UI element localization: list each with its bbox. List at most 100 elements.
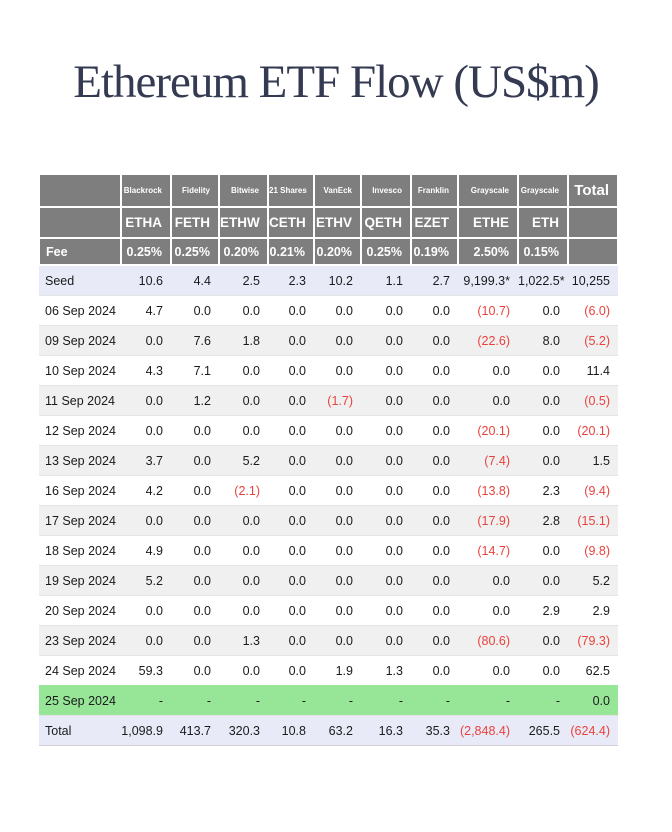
value-cell: 0.0	[314, 625, 361, 656]
ticker-header-cell: ETHE	[457, 206, 519, 239]
value-cell: (9.8)	[568, 535, 618, 566]
value-cell: 0.0	[518, 655, 568, 686]
value-cell: 8.0	[518, 325, 568, 356]
fee-header-cell: 0.20%	[313, 237, 362, 266]
value-cell: -	[518, 685, 568, 716]
provider-header-cell: VanEck	[313, 173, 362, 208]
value-cell: 0.0	[219, 415, 268, 446]
value-cell: 11.4	[568, 355, 618, 386]
value-cell: 413.7	[171, 715, 219, 746]
ticker-header-cell: EZET	[410, 206, 459, 239]
value-cell: 1.9	[314, 655, 361, 686]
value-cell: 0.0	[219, 535, 268, 566]
row-label-cell: 13 Sep 2024	[39, 445, 121, 476]
value-cell: 0.0	[568, 685, 618, 716]
value-cell: 0.0	[268, 295, 314, 326]
value-cell: 0.0	[458, 355, 518, 386]
provider-header-cell: Blackrock	[120, 173, 172, 208]
value-cell: -	[171, 685, 219, 716]
value-cell: (10.7)	[458, 295, 518, 326]
value-cell: 10.8	[268, 715, 314, 746]
value-cell: 0.0	[219, 505, 268, 536]
value-cell: 0.0	[361, 565, 411, 596]
value-cell: 0.0	[518, 445, 568, 476]
value-cell: (2.1)	[219, 475, 268, 506]
value-cell: 0.0	[314, 565, 361, 596]
value-cell: 0.0	[518, 415, 568, 446]
value-cell: 5.2	[568, 565, 618, 596]
value-cell: 320.3	[219, 715, 268, 746]
table-row: 06 Sep 2024 4.7 0.0 0.0 0.0 0.0 0.0 0.0 (10.7) 0.…	[39, 295, 618, 326]
table-row: Seed 10.6 4.4 2.5 2.3 10.2 1.1 2.7 9,199.3* 1,022…	[39, 264, 618, 296]
value-cell: 0.0	[361, 535, 411, 566]
value-cell: (80.6)	[458, 625, 518, 656]
value-cell: 0.0	[314, 535, 361, 566]
value-cell: 2.7	[411, 264, 458, 296]
row-label-cell: 18 Sep 2024	[39, 535, 121, 566]
ticker-header-row: ETHA FETH ETHW CETH ETHV QETH EZET ETHE ETH	[38, 206, 619, 239]
value-cell: 2.3	[268, 264, 314, 296]
value-cell: 1.2	[171, 385, 219, 416]
value-cell: 0.0	[219, 655, 268, 686]
value-cell: 0.0	[518, 295, 568, 326]
provider-header-cell: Fidelity	[170, 173, 220, 208]
value-cell: 0.0	[268, 595, 314, 626]
value-cell: 0.0	[361, 385, 411, 416]
value-cell: 10,255	[568, 264, 618, 296]
value-cell: 35.3	[411, 715, 458, 746]
value-cell: 0.0	[411, 475, 458, 506]
value-cell: 0.0	[411, 655, 458, 686]
value-cell: 0.0	[458, 595, 518, 626]
value-cell: 63.2	[314, 715, 361, 746]
value-cell: 0.0	[268, 385, 314, 416]
ticker-header-cell: ETH	[517, 206, 569, 239]
value-cell: 10.6	[121, 264, 171, 296]
value-cell: 0.0	[518, 385, 568, 416]
value-cell: 0.0	[314, 475, 361, 506]
provider-header-cell: Grayscale	[457, 173, 519, 208]
value-cell: (17.9)	[458, 505, 518, 536]
value-cell: 1,022.5*	[518, 264, 568, 296]
value-cell: (2,848.4)	[458, 715, 518, 746]
value-cell: 1.3	[219, 625, 268, 656]
value-cell: -	[361, 685, 411, 716]
table-row: 23 Sep 2024 0.0 0.0 1.3 0.0 0.0 0.0 0.0 (80.6) 0.…	[39, 625, 618, 656]
row-label-cell: 20 Sep 2024	[39, 595, 121, 626]
value-cell: 0.0	[518, 355, 568, 386]
value-cell: 0.0	[268, 325, 314, 356]
ticker-header-cell: FETH	[170, 206, 220, 239]
value-cell: -	[219, 685, 268, 716]
row-label-cell: 10 Sep 2024	[39, 355, 121, 386]
value-cell: 0.0	[268, 505, 314, 536]
etf-flow-table: Blackrock Fidelity Bitwise 21 Shares VanEck I…	[38, 173, 619, 746]
value-cell: 7.1	[171, 355, 219, 386]
value-cell: 0.0	[458, 655, 518, 686]
value-cell: 0.0	[171, 565, 219, 596]
value-cell: 0.0	[411, 385, 458, 416]
value-cell: (624.4)	[568, 715, 618, 746]
ticker-header-cell: QETH	[360, 206, 412, 239]
value-cell: 4.4	[171, 264, 219, 296]
value-cell: 0.0	[411, 595, 458, 626]
value-cell: 0.0	[171, 625, 219, 656]
value-cell: 0.0	[121, 325, 171, 356]
fee-header-cell: 0.20%	[218, 237, 269, 266]
table-row: 25 Sep 2024- - - - - - - - -0.0	[39, 685, 618, 716]
ticker-header-cell: ETHV	[313, 206, 362, 239]
fee-header-cell: 0.25%	[120, 237, 172, 266]
row-label-cell: Total	[39, 715, 121, 746]
fee-header-cell: 0.25%	[170, 237, 220, 266]
value-cell: (20.1)	[568, 415, 618, 446]
value-cell: 0.0	[171, 415, 219, 446]
value-cell: 0.0	[268, 355, 314, 386]
value-cell: 3.7	[121, 445, 171, 476]
value-cell: 0.0	[361, 295, 411, 326]
value-cell: 0.0	[411, 415, 458, 446]
value-cell: (79.3)	[568, 625, 618, 656]
value-cell: 0.0	[314, 295, 361, 326]
value-cell: 0.0	[411, 535, 458, 566]
value-cell: 0.0	[121, 595, 171, 626]
value-cell: 0.0	[171, 445, 219, 476]
fee-header-cell: 0.19%	[410, 237, 459, 266]
table-row: 24 Sep 2024 59.3 0.0 0.0 0.0 1.9 1.3 0.0 0.0 0.0 6…	[39, 655, 618, 686]
